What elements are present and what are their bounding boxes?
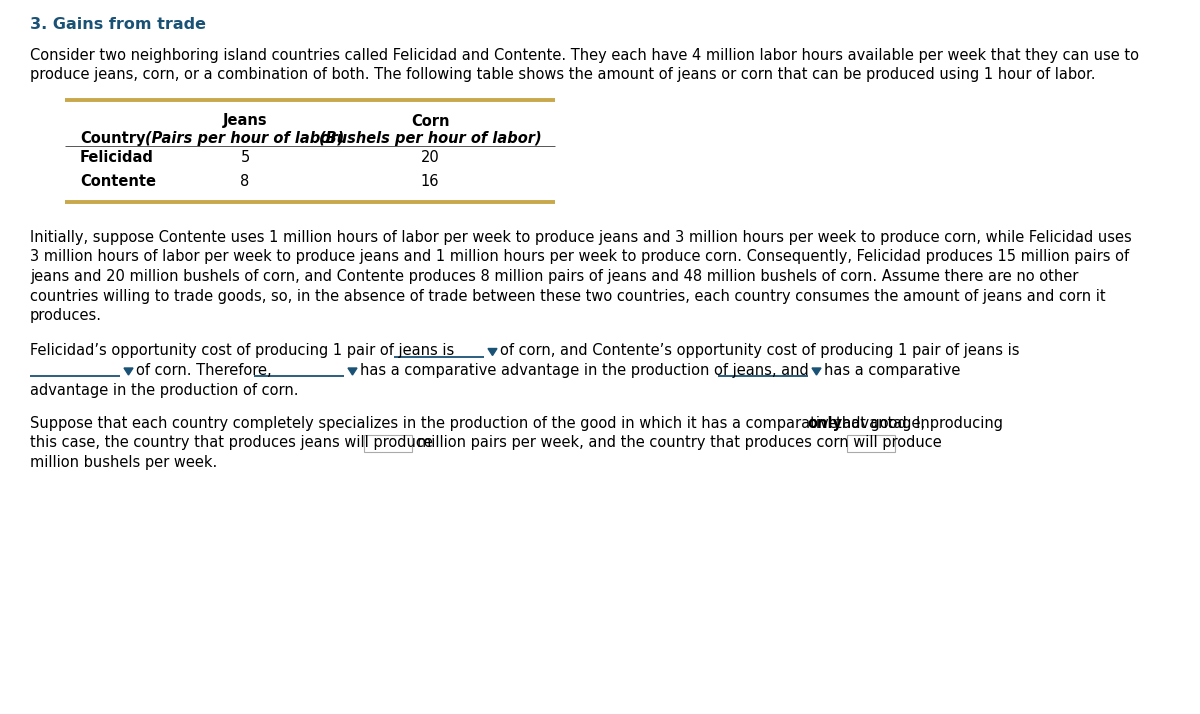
Polygon shape <box>812 368 821 375</box>
Polygon shape <box>124 368 133 375</box>
Text: 5: 5 <box>240 150 250 165</box>
Text: million pairs per week, and the country that produces corn will produce: million pairs per week, and the country … <box>418 436 942 451</box>
Text: 3. Gains from trade: 3. Gains from trade <box>30 17 206 32</box>
Text: million bushels per week.: million bushels per week. <box>30 455 217 470</box>
Text: Jeans: Jeans <box>223 114 268 129</box>
Text: (Pairs per hour of labor): (Pairs per hour of labor) <box>145 131 344 146</box>
Polygon shape <box>348 368 358 375</box>
Text: advantage in the production of corn.: advantage in the production of corn. <box>30 383 299 398</box>
Text: jeans and 20 million bushels of corn, and Contente produces 8 million pairs of j: jeans and 20 million bushels of corn, an… <box>30 269 1079 284</box>
Text: of corn. Therefore,: of corn. Therefore, <box>136 363 271 378</box>
Text: 20: 20 <box>421 150 439 165</box>
Text: Contente: Contente <box>80 174 156 189</box>
Text: 16: 16 <box>421 174 439 189</box>
Text: 3 million hours of labor per week to produce jeans and 1 million hours per week : 3 million hours of labor per week to pro… <box>30 249 1129 264</box>
Text: Felicidad: Felicidad <box>80 150 154 165</box>
Text: Suppose that each country completely specializes in the production of the good i: Suppose that each country completely spe… <box>30 416 1003 431</box>
Text: countries willing to trade goods, so, in the absence of trade between these two : countries willing to trade goods, so, in… <box>30 288 1105 303</box>
Text: Corn: Corn <box>410 114 449 129</box>
Text: has a comparative: has a comparative <box>824 363 960 378</box>
Polygon shape <box>488 348 497 356</box>
Text: Consider two neighboring island countries called Felicidad and Contente. They ea: Consider two neighboring island countrie… <box>30 48 1139 63</box>
Text: (Bushels per hour of labor): (Bushels per hour of labor) <box>319 131 541 146</box>
Text: only: only <box>808 416 842 431</box>
Text: produces.: produces. <box>30 308 102 323</box>
Text: of corn, and Contente’s opportunity cost of producing 1 pair of jeans is: of corn, and Contente’s opportunity cost… <box>500 343 1020 358</box>
Text: this case, the country that produces jeans will produce: this case, the country that produces jea… <box>30 436 433 451</box>
Text: produce jeans, corn, or a combination of both. The following table shows the amo: produce jeans, corn, or a combination of… <box>30 68 1096 83</box>
Bar <box>847 435 895 451</box>
Text: 8: 8 <box>240 174 250 189</box>
Text: Initially, suppose Contente uses 1 million hours of labor per week to produce je: Initially, suppose Contente uses 1 milli… <box>30 230 1132 245</box>
Text: has a comparative advantage in the production of jeans, and: has a comparative advantage in the produ… <box>360 363 809 378</box>
Bar <box>364 435 412 451</box>
Text: Felicidad’s opportunity cost of producing 1 pair of jeans is: Felicidad’s opportunity cost of producin… <box>30 343 455 358</box>
Text: that good. In: that good. In <box>836 416 930 431</box>
Text: Country: Country <box>80 131 145 146</box>
